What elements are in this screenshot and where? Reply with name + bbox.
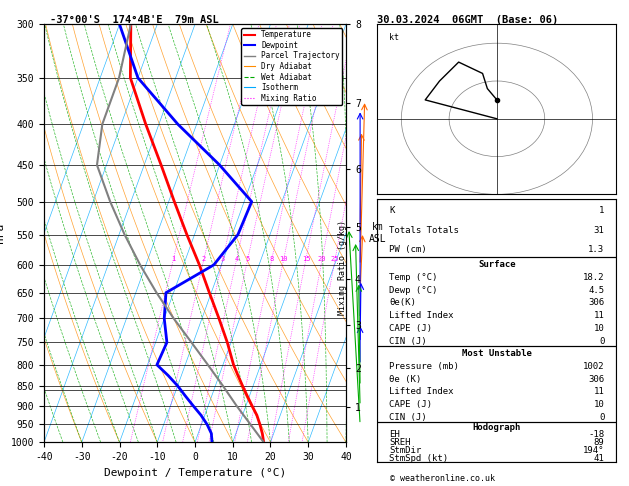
Text: StmDir: StmDir — [389, 446, 421, 455]
Text: Most Unstable: Most Unstable — [462, 349, 532, 358]
Text: -18: -18 — [588, 431, 604, 439]
Text: 1: 1 — [171, 256, 175, 262]
Text: 31: 31 — [594, 226, 604, 235]
Text: 11: 11 — [594, 311, 604, 320]
Text: CAPE (J): CAPE (J) — [389, 324, 432, 333]
Text: K: K — [389, 207, 395, 215]
Text: Pressure (mb): Pressure (mb) — [389, 362, 459, 371]
Text: 1: 1 — [599, 207, 604, 215]
Text: kt: kt — [389, 33, 399, 42]
Text: 18.2: 18.2 — [583, 273, 604, 282]
Text: 306: 306 — [588, 298, 604, 307]
Text: -37°00'S  174°4B'E  79m ASL: -37°00'S 174°4B'E 79m ASL — [50, 15, 219, 25]
Text: 1002: 1002 — [583, 362, 604, 371]
Text: EH: EH — [389, 431, 400, 439]
Text: 306: 306 — [588, 375, 604, 384]
Legend: Temperature, Dewpoint, Parcel Trajectory, Dry Adiabat, Wet Adiabat, Isotherm, Mi: Temperature, Dewpoint, Parcel Trajectory… — [242, 28, 342, 105]
Text: 8: 8 — [270, 256, 274, 262]
Text: 2: 2 — [202, 256, 206, 262]
Y-axis label: hPa: hPa — [0, 223, 5, 243]
Text: 0: 0 — [599, 413, 604, 422]
Y-axis label: km
ASL: km ASL — [369, 223, 386, 244]
Text: 10: 10 — [594, 324, 604, 333]
Text: Totals Totals: Totals Totals — [389, 226, 459, 235]
Text: Hodograph: Hodograph — [473, 422, 521, 432]
Text: 41: 41 — [594, 454, 604, 463]
Text: 20: 20 — [318, 256, 326, 262]
Text: StmSpd (kt): StmSpd (kt) — [389, 454, 448, 463]
Text: 4.5: 4.5 — [588, 286, 604, 295]
Text: PW (cm): PW (cm) — [389, 245, 427, 254]
Text: Dewp (°C): Dewp (°C) — [389, 286, 438, 295]
Text: 30.03.2024  06GMT  (Base: 06): 30.03.2024 06GMT (Base: 06) — [377, 15, 559, 25]
Text: CIN (J): CIN (J) — [389, 337, 427, 346]
Bar — [377, 346, 616, 422]
Text: 10: 10 — [279, 256, 288, 262]
Text: 10: 10 — [594, 400, 604, 409]
Text: 25: 25 — [331, 256, 340, 262]
Text: 1.3: 1.3 — [588, 245, 604, 254]
Bar — [377, 199, 616, 257]
Text: Lifted Index: Lifted Index — [389, 311, 454, 320]
Text: 3: 3 — [221, 256, 225, 262]
Text: θe (K): θe (K) — [389, 375, 421, 384]
Text: SREH: SREH — [389, 438, 411, 447]
Text: 5: 5 — [245, 256, 250, 262]
Text: 89: 89 — [594, 438, 604, 447]
Text: © weatheronline.co.uk: © weatheronline.co.uk — [390, 474, 495, 483]
Text: CAPE (J): CAPE (J) — [389, 400, 432, 409]
Text: 11: 11 — [594, 387, 604, 397]
Text: 4: 4 — [235, 256, 239, 262]
Text: 15: 15 — [302, 256, 310, 262]
Text: 194°: 194° — [583, 446, 604, 455]
Text: Mixing Ratio (g/kg): Mixing Ratio (g/kg) — [338, 220, 347, 315]
Bar — [377, 422, 616, 462]
X-axis label: Dewpoint / Temperature (°C): Dewpoint / Temperature (°C) — [104, 468, 286, 478]
Text: 0: 0 — [599, 337, 604, 346]
Text: CIN (J): CIN (J) — [389, 413, 427, 422]
Text: Surface: Surface — [478, 260, 516, 269]
Text: θe(K): θe(K) — [389, 298, 416, 307]
Text: Temp (°C): Temp (°C) — [389, 273, 438, 282]
Text: Lifted Index: Lifted Index — [389, 387, 454, 397]
Bar — [377, 257, 616, 346]
